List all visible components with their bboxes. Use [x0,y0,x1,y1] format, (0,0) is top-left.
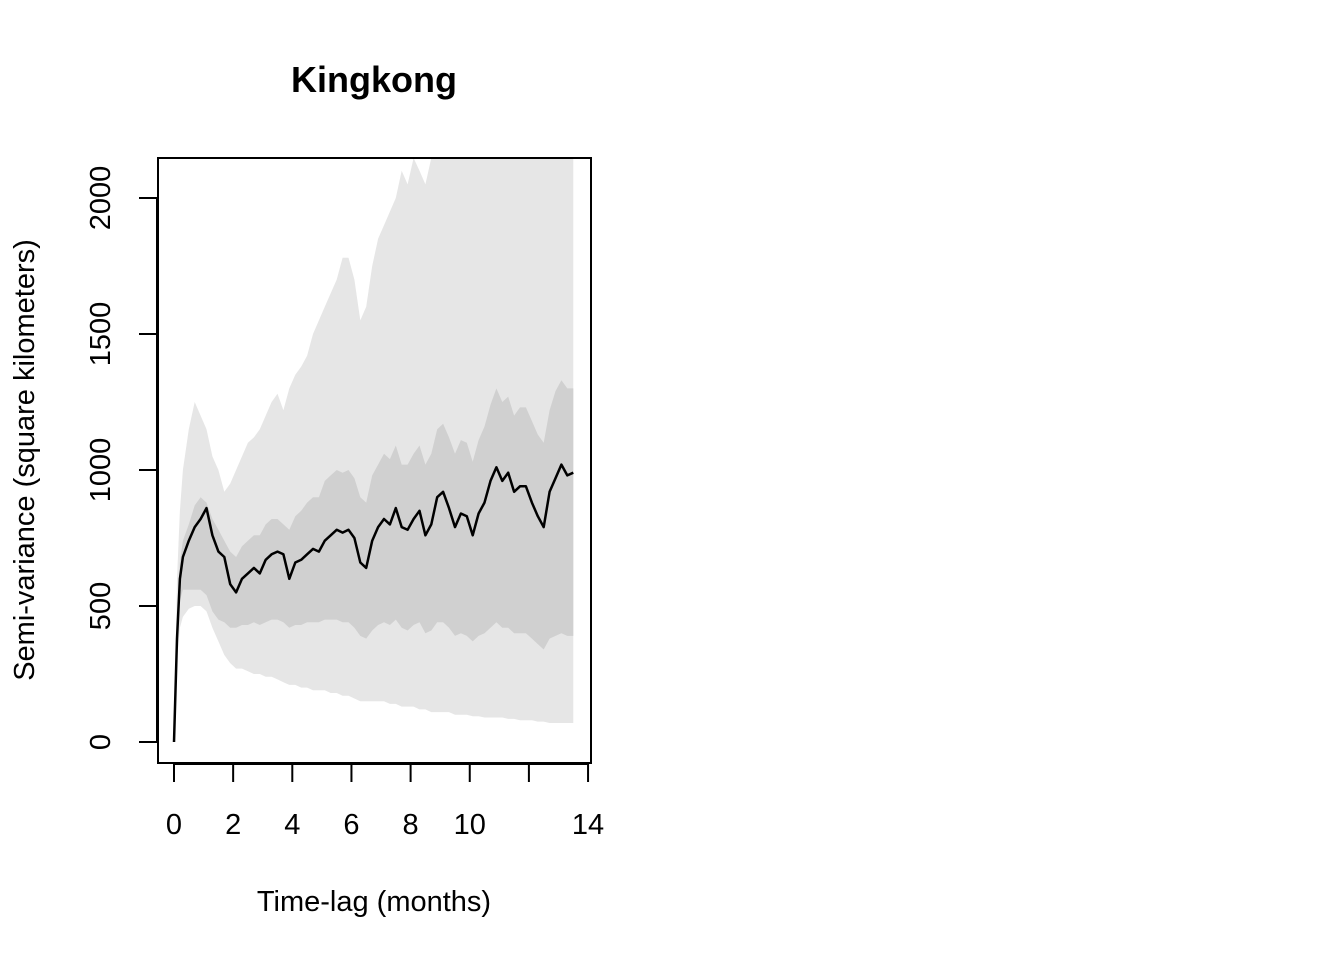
x-tick-label: 2 [225,809,241,841]
plot-area [172,158,574,743]
x-tick-label: 6 [343,809,359,841]
y-tick-label: 2000 [85,166,117,231]
y-tick-label: 500 [85,582,117,630]
y-axis-label: Semi-variance (square kilometers) [9,239,41,681]
semivariance-line [172,463,574,743]
x-tick-label: 4 [284,809,300,841]
y-tick-label: 1000 [85,438,117,503]
inner-confidence-band [174,380,574,742]
x-tick-label: 14 [572,809,604,841]
x-tick-label: 8 [403,809,419,841]
y-tick-label: 1500 [85,302,117,367]
x-tick-label: 10 [454,809,486,841]
x-axis: 0 2 4 6 8 10 14 [166,763,604,841]
chart-title: Kingkong [291,59,457,100]
x-axis-label: Time-lag (months) [257,886,491,918]
y-axis: 0 500 1000 1500 2000 [85,166,158,750]
y-tick-label: 0 [85,734,117,750]
x-tick-label: 0 [166,809,182,841]
